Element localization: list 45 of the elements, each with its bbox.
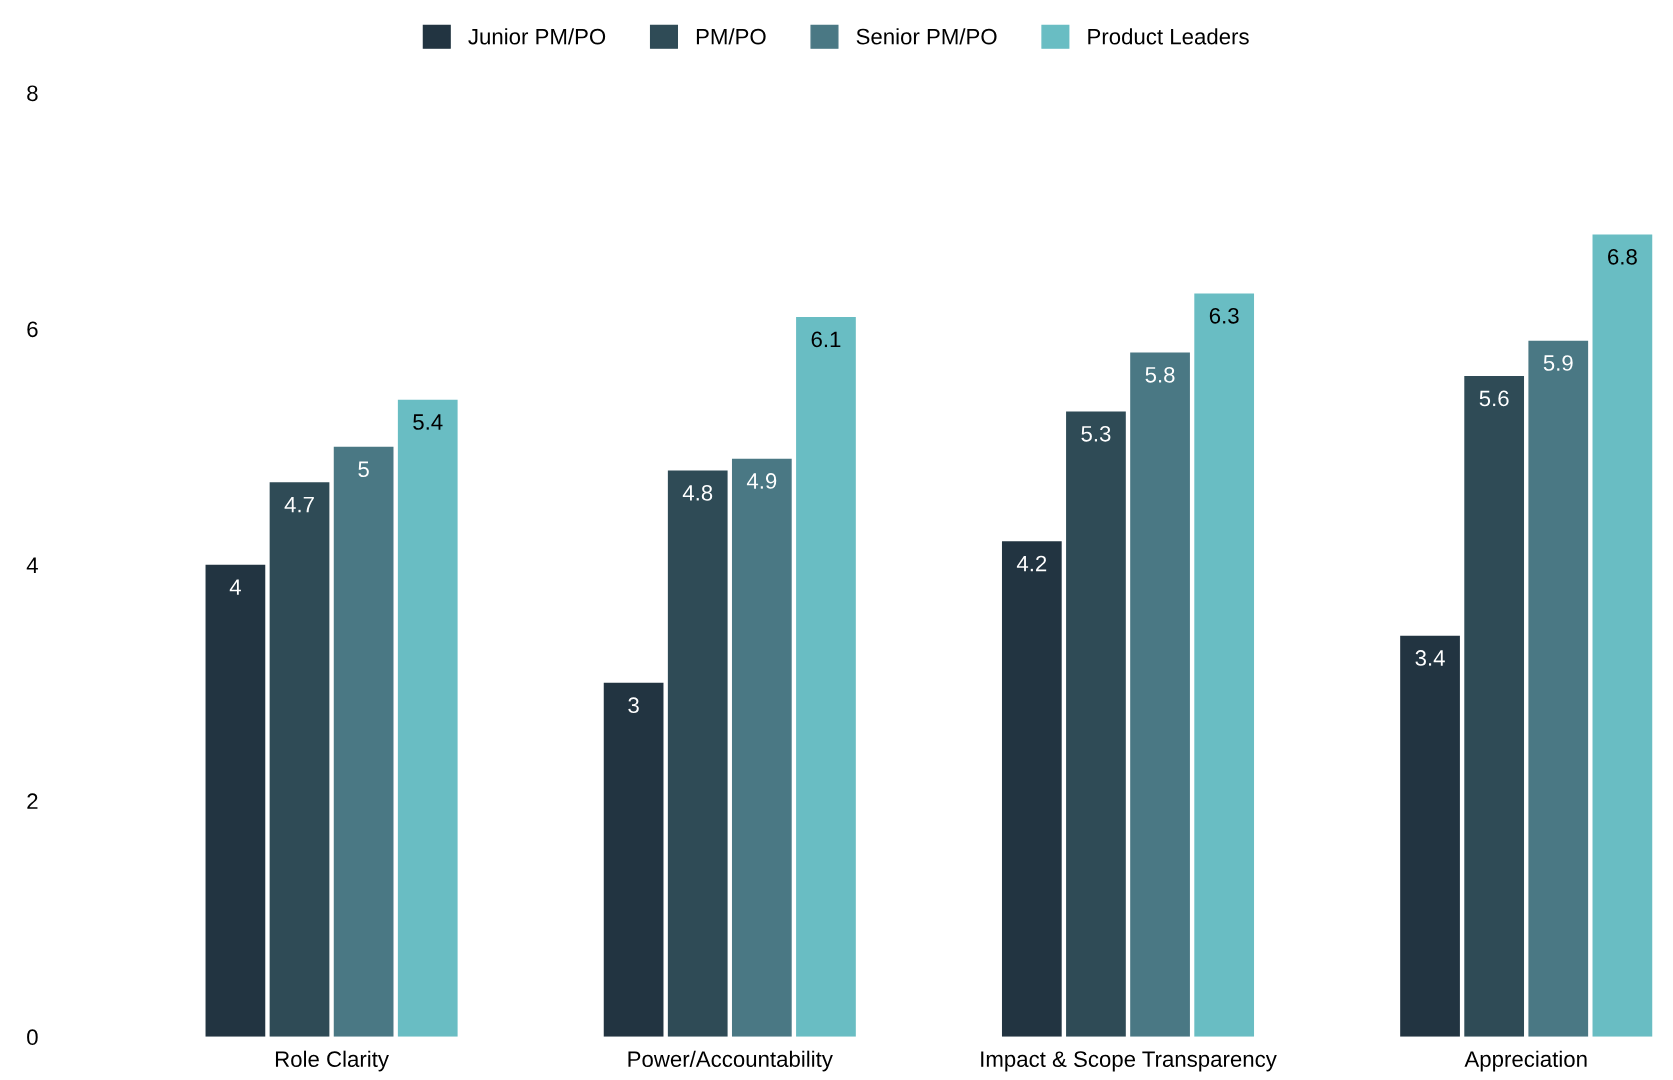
data-label: 4.9 <box>746 473 777 489</box>
bar <box>1464 376 1525 1037</box>
bar <box>1592 234 1653 1037</box>
data-label: 5 <box>358 461 369 478</box>
y-tick-label: 4 <box>26 557 38 573</box>
data-label: 5.4 <box>413 414 443 430</box>
bar <box>603 682 664 1037</box>
data-label: 3 <box>628 697 639 714</box>
data-label: 6.3 <box>1209 307 1239 324</box>
data-label: 4.7 <box>284 496 314 513</box>
bar <box>1400 635 1460 1037</box>
data-label: 5.6 <box>1479 390 1509 407</box>
data-label: 5.9 <box>1543 355 1573 371</box>
x-tick-label: Role Clarity <box>275 1050 389 1072</box>
y-tick-label: 0 <box>27 1029 38 1046</box>
data-label: 5.8 <box>1145 366 1175 383</box>
data-label: 6.1 <box>811 331 841 348</box>
data-label: 5.3 <box>1081 425 1111 442</box>
y-tick-label: 8 <box>27 85 38 102</box>
bar <box>1194 293 1255 1037</box>
x-tick-label: Impact & Scope Transparency <box>981 1051 1277 1072</box>
bar <box>667 470 728 1037</box>
data-label: 3.4 <box>1415 650 1445 666</box>
legend-label: Junior PM/PO <box>468 28 606 45</box>
y-tick-label: 2 <box>27 793 38 809</box>
bar <box>205 564 266 1037</box>
x-tick-label: Power/Accountability <box>628 1050 833 1072</box>
data-label: 4 <box>229 579 241 595</box>
legend-label: Product Leaders <box>1088 28 1249 45</box>
bar <box>269 482 330 1037</box>
bar <box>333 446 394 1037</box>
bar <box>1528 340 1589 1037</box>
bar <box>731 458 792 1037</box>
data-label: 4.2 <box>1016 555 1047 572</box>
legend-label: Senior PM/PO <box>856 28 997 45</box>
bar <box>1001 541 1062 1037</box>
bar <box>1066 411 1126 1037</box>
bar <box>397 399 458 1037</box>
x-tick-label: Appreciation <box>1464 1050 1587 1072</box>
legend-label: PM/PO <box>696 28 766 45</box>
y-tick-label: 6 <box>27 321 38 338</box>
data-label: 6.8 <box>1608 248 1637 265</box>
data-label: 4.8 <box>682 484 713 501</box>
bar <box>1130 352 1190 1037</box>
bar <box>796 317 856 1037</box>
